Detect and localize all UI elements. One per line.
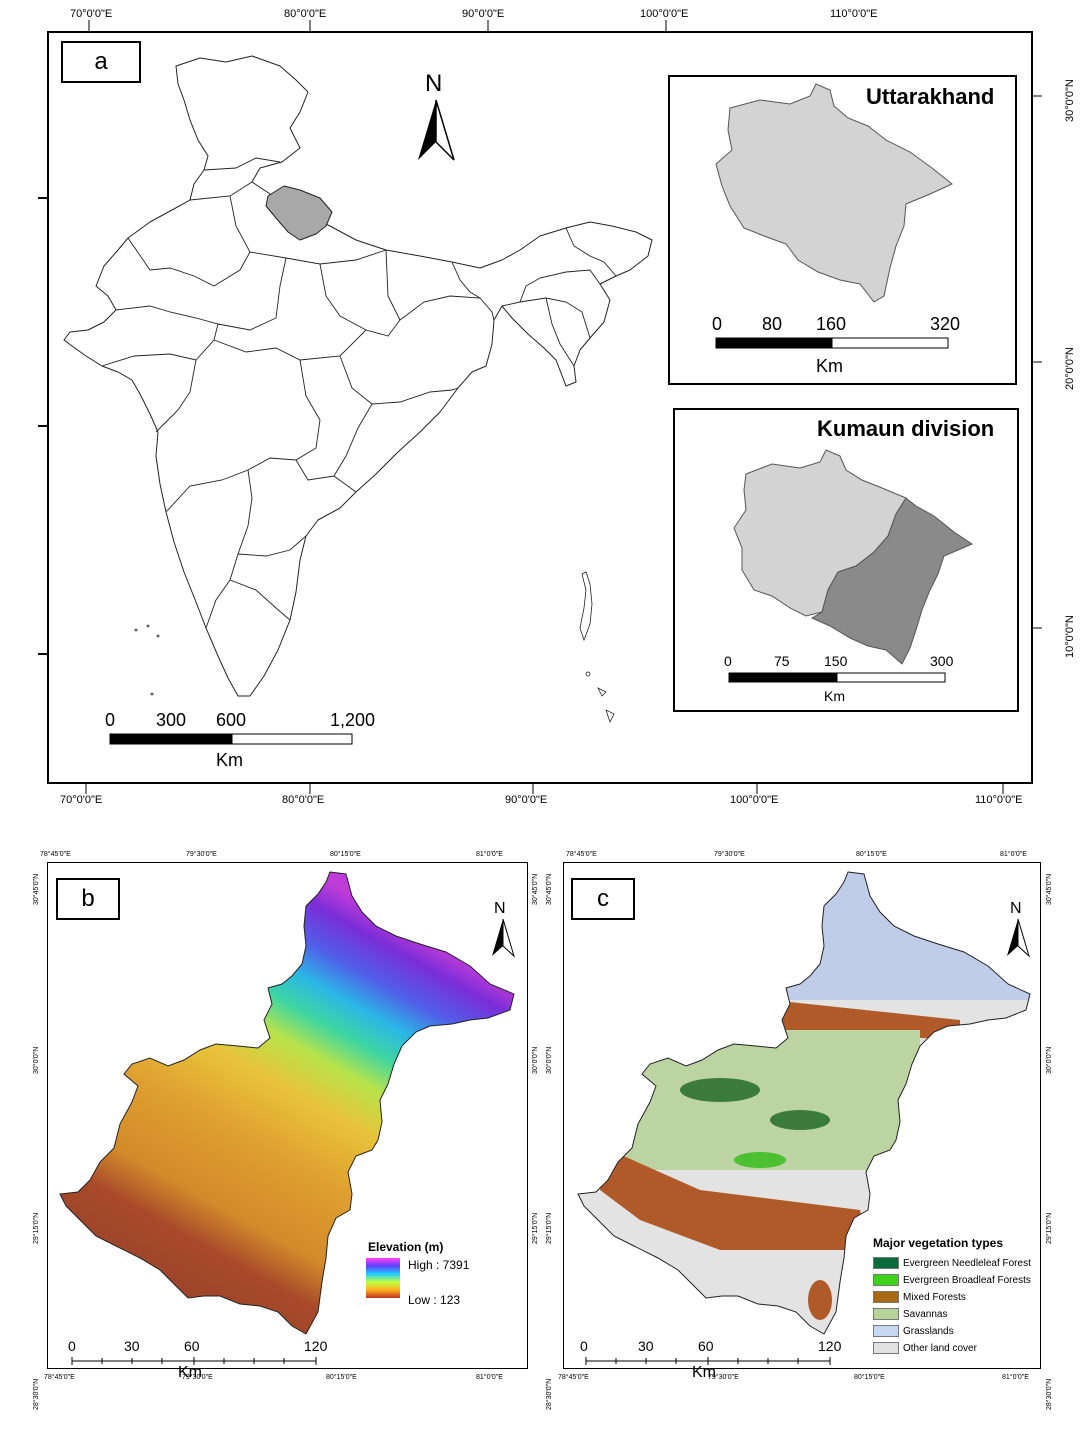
- top-tick-label: 80°15'0"E: [856, 851, 887, 858]
- legend-item-label: Savannas: [903, 1308, 948, 1320]
- legend-swatch: [873, 1291, 899, 1303]
- inset-title: Kumaun division: [817, 416, 995, 441]
- legend-swatch: [873, 1274, 899, 1286]
- bottom-tick-label: 78°45'0"E: [558, 1374, 589, 1381]
- scale-label: 0: [580, 1338, 588, 1354]
- bottom-tick-label: 78°45'0"E: [44, 1374, 75, 1381]
- scale-unit: Km: [824, 688, 845, 704]
- legend-item-label: Evergreen Broadleaf Forests: [903, 1274, 1031, 1286]
- bottom-tick-label: 90°0'0"E: [505, 794, 548, 806]
- bottom-tick-label: 80°15'0"E: [854, 1374, 885, 1381]
- legend-item-label: Other land cover: [903, 1342, 977, 1354]
- top-tick-label: 81°0'0"E: [1000, 851, 1027, 858]
- scale-label: 60: [184, 1338, 200, 1354]
- north-arrow-icon: [1007, 918, 1030, 958]
- north-label: N: [425, 70, 443, 97]
- top-tick-label: 79°30'0"E: [186, 851, 217, 858]
- islands: [134, 571, 615, 724]
- scale-label: 30: [124, 1338, 140, 1354]
- bottom-tick-label: 79°30'0"E: [708, 1374, 739, 1381]
- legend-low: Low : 123: [408, 1293, 461, 1307]
- legend-item: Other land cover: [873, 1342, 977, 1354]
- north-arrow-icon: [492, 918, 515, 958]
- legend-item-label: Mixed Forests: [903, 1291, 966, 1303]
- scale-label: 120: [304, 1338, 328, 1354]
- top-tick-label: 81°0'0"E: [476, 851, 503, 858]
- scale-label: 60: [698, 1338, 714, 1354]
- legend-item-label: Grasslands: [903, 1325, 954, 1337]
- scale-unit: Km: [692, 1364, 716, 1381]
- scale-label: 0: [68, 1338, 76, 1354]
- scale-label: 0: [724, 653, 732, 669]
- india-map: [63, 55, 653, 724]
- scale-label: 1,200: [330, 710, 376, 730]
- bottom-tick-label: 81°0'0"E: [476, 1374, 503, 1381]
- top-tick-label: 100°0'0"E: [640, 8, 689, 20]
- legend-swatch: [873, 1325, 899, 1337]
- bottom-tick-label: 70°0'0"E: [60, 794, 103, 806]
- legend-swatch: [873, 1342, 899, 1354]
- top-tick-label: 110°0'0"E: [830, 8, 878, 20]
- scale-label: 300: [156, 710, 187, 730]
- top-tick-label: 79°30'0"E: [714, 851, 745, 858]
- top-tick-label: 80°15'0"E: [330, 851, 361, 858]
- bottom-tick-label: 80°0'0"E: [282, 794, 325, 806]
- legend-swatch: [873, 1257, 899, 1269]
- bottom-tick-label: 81°0'0"E: [1002, 1374, 1029, 1381]
- bottom-tick-label: 110°0'0"E: [975, 794, 1023, 806]
- uttarakhand-highlight: [265, 185, 333, 241]
- top-tick-label: 90°0'0"E: [462, 8, 505, 20]
- bottom-tick-label: 80°15'0"E: [326, 1374, 357, 1381]
- elevation-color-ramp: [366, 1258, 400, 1298]
- legend-swatch: [873, 1308, 899, 1320]
- scale-label: 0: [105, 710, 116, 730]
- scale-bar: [109, 733, 353, 745]
- top-tick-label: 78°45'0"E: [566, 851, 597, 858]
- scale-unit: Km: [216, 750, 243, 770]
- scale-label: 80: [762, 314, 783, 334]
- legend-high: High : 7391: [408, 1258, 470, 1272]
- top-tick-label: 78°45'0"E: [40, 851, 71, 858]
- legend-item: Savannas: [873, 1308, 947, 1320]
- scale-label: 120: [818, 1338, 842, 1354]
- inset-title: Uttarakhand: [866, 84, 995, 109]
- legend-title: Major vegetation types: [873, 1236, 1004, 1250]
- north-label: N: [494, 900, 506, 917]
- legend-item: Grasslands: [873, 1325, 954, 1337]
- north-arrow-icon: [418, 99, 455, 161]
- bottom-tick-label: 79°30'0"E: [182, 1374, 213, 1381]
- scale-label: 30: [638, 1338, 654, 1354]
- kumaun-shape: [733, 449, 974, 665]
- scale-label: 300: [930, 653, 954, 669]
- top-tick-label: 70°0'0"E: [70, 8, 113, 20]
- north-label: N: [1010, 900, 1022, 917]
- scale-label: 0: [712, 314, 723, 334]
- panel-a-tick-marks: [38, 20, 1042, 794]
- bottom-tick-label: 100°0'0"E: [730, 794, 779, 806]
- uttarakhand-shape: [715, 83, 953, 303]
- legend-item: Mixed Forests: [873, 1291, 966, 1303]
- panel-label-a: a: [61, 41, 141, 83]
- legend-title: Elevation (m): [368, 1240, 444, 1254]
- scale-unit: Km: [178, 1364, 202, 1381]
- top-tick-label: 80°0'0"E: [284, 8, 327, 20]
- panel-label-b: b: [56, 878, 120, 920]
- scale-bar: [71, 1357, 317, 1365]
- scale-bar: [715, 337, 949, 349]
- legend-item: Evergreen Broadleaf Forests: [873, 1274, 1031, 1286]
- scale-bar: [585, 1357, 831, 1365]
- state-boundaries: [101, 157, 617, 629]
- scale-unit: Km: [816, 356, 843, 376]
- panel-label-c: c: [571, 878, 635, 920]
- scale-label: 160: [816, 314, 847, 334]
- scale-label: 150: [824, 653, 848, 669]
- scale-label: 600: [216, 710, 247, 730]
- legend-item: Evergreen Needleleaf Forest: [873, 1257, 1031, 1269]
- scale-bar: [728, 672, 946, 683]
- legend-item-label: Evergreen Needleleaf Forest: [903, 1257, 1031, 1269]
- scale-label: 75: [774, 653, 790, 669]
- scale-label: 320: [930, 314, 961, 334]
